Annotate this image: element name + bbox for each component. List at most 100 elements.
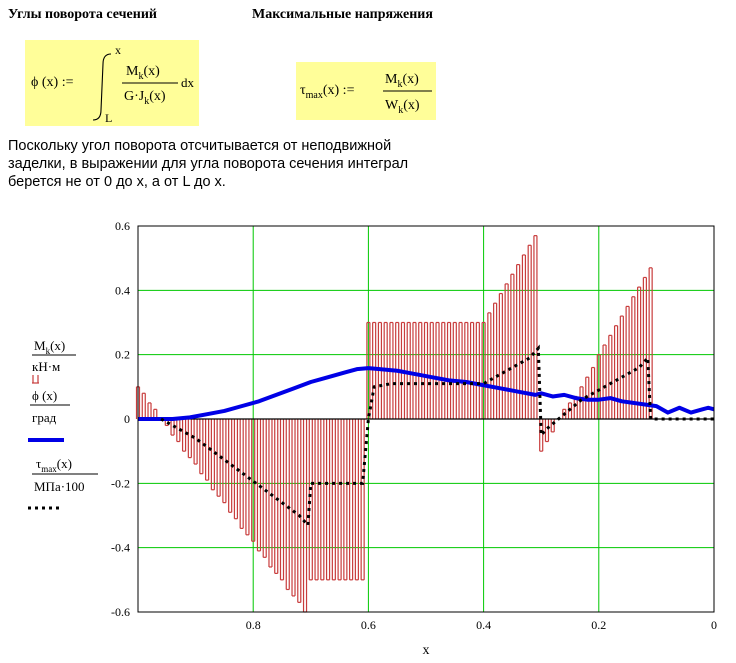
- mk-stem: [613, 325, 619, 419]
- y-tick-label: -0.2: [111, 476, 130, 490]
- mk-stem: [481, 321, 486, 419]
- explanation-text: Поскольку угол поворота отсчитывается от…: [8, 137, 488, 191]
- mk-stem: [297, 419, 302, 603]
- mk-stem: [308, 419, 313, 581]
- y-tick-labels: 0.6 0.4 0.2 0 -0.2 -0.4 -0.6: [111, 219, 130, 619]
- mk-stem: [458, 321, 463, 419]
- mk-stem: [446, 321, 452, 419]
- mk-stem: [429, 321, 434, 419]
- y-tick-label: 0: [124, 412, 130, 426]
- mk-stem: [631, 296, 636, 419]
- mk-stem: [533, 235, 538, 419]
- explanation-line-3: берется не от 0 до x, а от L до x.: [8, 174, 226, 190]
- formula-tau-numerator: Mk(x): [385, 72, 419, 90]
- x-axis-label: x: [423, 643, 430, 658]
- mk-stem: [193, 419, 198, 465]
- legend-phi-denominator: град: [32, 410, 57, 425]
- mk-stem: [199, 419, 204, 475]
- mk-stem: [596, 354, 601, 419]
- mk-stem: [608, 334, 613, 419]
- mk-stem: [343, 419, 348, 581]
- mk-stem: [452, 321, 457, 419]
- mk-stem: [147, 402, 152, 419]
- y-tick-label: -0.6: [111, 605, 130, 619]
- y-tick-label: -0.4: [111, 541, 130, 555]
- mk-stem: [251, 419, 256, 542]
- formula-tau-lhs: τmax(x) :=: [300, 83, 355, 101]
- legend-mk-denominator: кН·м: [32, 359, 60, 374]
- legend-phi-numerator: ϕ (x): [32, 388, 57, 403]
- x-tick-label: 0.4: [476, 618, 491, 632]
- series-phi-line: [138, 366, 715, 421]
- mk-stem: [527, 244, 532, 419]
- tau-line: [160, 344, 714, 529]
- plot-frame: [137, 225, 715, 613]
- mk-stem: [510, 273, 515, 419]
- mk-stem: [579, 386, 584, 419]
- mk-stem: [302, 419, 308, 613]
- mk-stem: [210, 419, 215, 491]
- mk-stem: [544, 419, 550, 443]
- formula-tau-denominator: Wk(x): [385, 98, 420, 116]
- mk-stem: [602, 344, 607, 419]
- mk-stem: [331, 419, 336, 581]
- formula-phi-lower: L: [105, 111, 112, 125]
- series-mk-stems: [135, 235, 653, 613]
- x-tick-label: 0.8: [246, 618, 261, 632]
- mk-stem: [285, 419, 290, 591]
- formula-phi-upper: x: [115, 43, 121, 57]
- mk-stem: [475, 321, 480, 419]
- chart-legend: Mk(x) кН·м ϕ (x) град τmax(x) МПа·100: [28, 338, 98, 510]
- mk-stem: [648, 267, 653, 419]
- mk-stem: [181, 419, 187, 452]
- formula-tau-svg: τmax(x) := Mk(x) Wk(x): [300, 72, 432, 116]
- legend-mk-numerator: Mk(x): [34, 338, 65, 356]
- mk-stem: [441, 321, 446, 419]
- mk-stem: [487, 312, 492, 419]
- mk-stem: [268, 419, 273, 568]
- mk-stem: [274, 419, 279, 575]
- x-tick-label: 0: [711, 618, 717, 632]
- mk-stem: [349, 419, 354, 581]
- mk-stem: [516, 264, 521, 419]
- explanation-line-2: заделки, в выражении для угла поворота с…: [8, 156, 409, 172]
- heading-angles: Углы поворота сечений: [8, 7, 157, 22]
- mk-stem: [504, 283, 509, 419]
- mk-stem: [325, 419, 331, 581]
- series-tau-dotted: [160, 344, 714, 529]
- mk-stem: [291, 419, 296, 597]
- integral-sign-icon: [92, 53, 112, 121]
- mk-stem: [567, 402, 573, 419]
- x-tick-label: 0.2: [591, 618, 606, 632]
- mk-stem: [222, 419, 227, 504]
- mk-stem: [418, 321, 423, 419]
- mk-stem: [279, 419, 285, 581]
- mk-stem: [469, 321, 475, 419]
- mk-stem: [262, 419, 267, 558]
- heading-stresses: Максимальные напряжения: [252, 7, 433, 22]
- mk-stem: [498, 292, 503, 419]
- formula-phi-dx: dx: [181, 75, 195, 90]
- mk-stem: [314, 419, 319, 581]
- y-tick-label: 0.4: [115, 283, 130, 297]
- x-tick-label: 0.6: [361, 618, 376, 632]
- formula-tau[interactable]: τmax(x) := Mk(x) Wk(x): [296, 62, 436, 120]
- mk-stem: [187, 419, 192, 459]
- mk-stem: [337, 419, 342, 581]
- mk-stem: [354, 419, 359, 581]
- legend-mk-swatch: [32, 375, 39, 384]
- y-tick-label: 0.6: [115, 219, 130, 233]
- mk-stem: [366, 321, 371, 419]
- mk-stem: [619, 315, 624, 419]
- formula-phi-denominator: G·Jk(x): [124, 89, 166, 107]
- phi-line: [138, 366, 715, 421]
- mk-stem: [141, 392, 146, 419]
- mk-stem: [642, 276, 647, 419]
- mk-stem: [493, 302, 498, 419]
- explanation-line-1: Поскольку угол поворота отсчитывается от…: [8, 138, 392, 154]
- formula-phi-lhs: ϕ (x) :=: [31, 75, 74, 90]
- mk-stem: [360, 419, 365, 581]
- legend-tau-numerator: τmax(x): [36, 456, 72, 474]
- formula-phi[interactable]: ϕ (x) := x L Mk(x) G·Jk(x) dx: [25, 40, 199, 126]
